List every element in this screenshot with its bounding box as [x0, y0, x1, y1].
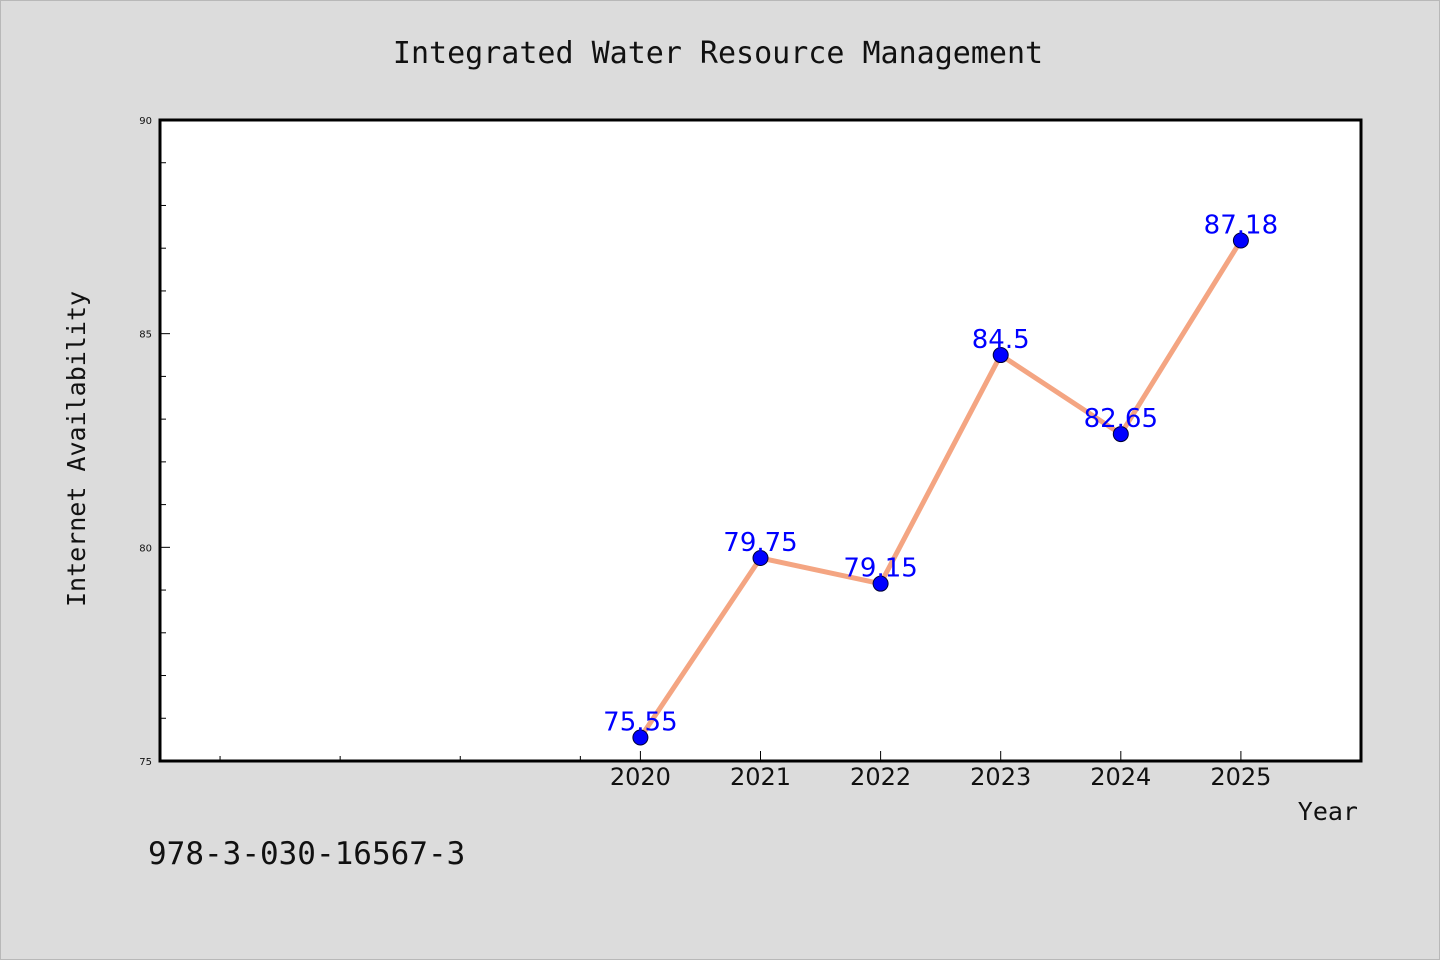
data-point-label: 79.15	[843, 554, 917, 584]
x-tick-label: 2021	[730, 763, 791, 791]
y-tick-label: 75	[139, 757, 152, 768]
data-point-marker	[1232, 232, 1249, 249]
data-point-marker	[752, 550, 769, 567]
y-tick-label: 80	[139, 543, 152, 554]
y-axis: 75 80 85 90	[139, 116, 170, 768]
data-point-label: 79.75	[723, 528, 797, 558]
data-point-marker	[992, 347, 1009, 364]
data-point-label: 84.5	[972, 325, 1030, 355]
data-point-marker	[1112, 426, 1129, 443]
data-point-marker	[632, 729, 649, 746]
y-axis-label: Internet Availability	[62, 291, 91, 607]
data-point-label: 75.55	[603, 707, 677, 737]
data-point-label: 82.65	[1084, 404, 1158, 434]
series-layer: 75.55 79.75 79.15 84.5 82.65 87.18	[603, 211, 1278, 746]
x-tick-label: 2023	[970, 763, 1031, 791]
series-line	[637, 238, 1244, 740]
y-tick-label: 85	[139, 330, 152, 341]
chart-title: Integrated Water Resource Management	[393, 36, 1043, 71]
x-tick-label: 2022	[850, 763, 911, 791]
x-tick-label: 2020	[610, 763, 671, 791]
y-tick-label: 90	[139, 116, 152, 127]
data-point-marker	[872, 575, 889, 592]
x-tick-label: 2025	[1210, 763, 1271, 791]
data-point-label: 87.18	[1204, 211, 1278, 241]
plot-area	[158, 118, 1363, 763]
x-tick-label: 2024	[1090, 763, 1151, 791]
x-axis-label: Year	[1298, 797, 1358, 826]
x-axis: 2020 2021 2022 2023 2024 2025	[219, 751, 1271, 791]
isbn-footer-text: 978-3-030-16567-3	[148, 836, 465, 872]
